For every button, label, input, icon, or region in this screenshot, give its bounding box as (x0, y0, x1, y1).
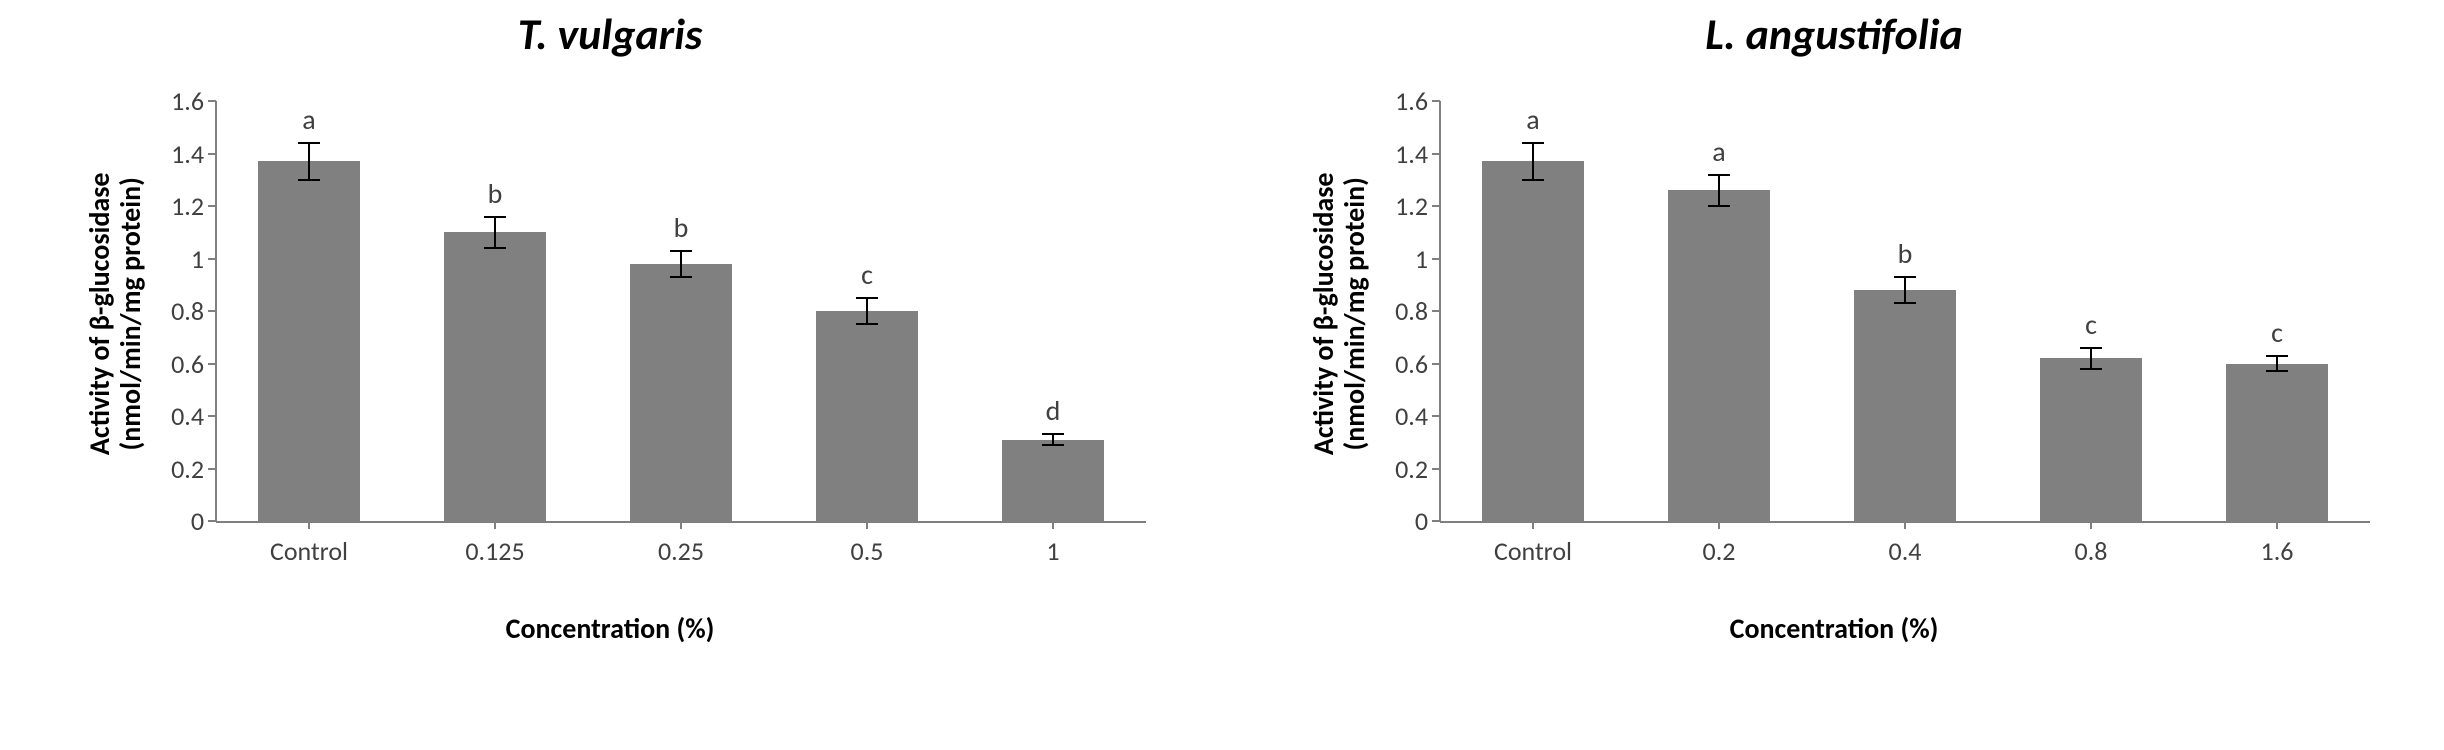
x-tick-label: 1.6 (2261, 521, 2294, 567)
bar (2226, 364, 2328, 522)
y-tick-label: 0.8 (171, 295, 216, 327)
y-tick-label: 0.2 (171, 453, 216, 485)
bar (630, 264, 732, 521)
y-tick-label: 0.6 (171, 348, 216, 380)
error-bar-cap (298, 142, 320, 144)
y-tick-label: 0.2 (1395, 453, 1440, 485)
y-tick-label: 0.6 (1395, 348, 1440, 380)
x-tick-label: 0.4 (1889, 521, 1922, 567)
error-bar-stem (1532, 143, 1534, 180)
error-bar-cap (1708, 174, 1730, 176)
y-tick-label: 0 (191, 505, 216, 537)
bar-annotation: c (2085, 307, 2097, 342)
bar (444, 232, 546, 521)
error-bar-cap (670, 276, 692, 278)
y-axis-label-line2: (nmol/min/mg protein) (1340, 104, 1371, 524)
bar-annotation: c (861, 257, 873, 292)
error-bar-cap (1894, 302, 1916, 304)
y-tick-label: 0.4 (171, 400, 216, 432)
bar-annotation: b (674, 210, 689, 245)
chart-area: Activity of β-glucosidase (nmol/min/mg p… (40, 10, 1180, 730)
bar (1668, 190, 1770, 521)
x-tick-label: 0.5 (851, 521, 884, 567)
y-tick-label: 1.4 (1395, 138, 1440, 170)
y-tick-label: 1.4 (171, 138, 216, 170)
bar (816, 311, 918, 521)
y-axis-label: Activity of β-glucosidase (nmol/min/mg p… (85, 104, 147, 524)
chart-panel-l-angustifolia: L. angustifolia Activity of β-glucosidas… (1264, 10, 2404, 730)
x-tick-label: Control (270, 521, 348, 567)
bar-annotation: b (1898, 236, 1913, 271)
bar-annotation: a (1526, 102, 1539, 137)
error-bar-cap (1522, 179, 1544, 181)
x-tick-label: 0.8 (2075, 521, 2108, 567)
plot-area: 00.20.40.60.811.21.41.6aControla0.2b0.4c… (1440, 101, 2370, 523)
error-bar-stem (2276, 356, 2278, 372)
y-tick-label: 1.6 (1395, 85, 1440, 117)
x-tick-label: 0.125 (465, 521, 524, 567)
chart-panel-t-vulgaris: T. vulgaris Activity of β-glucosidase (n… (40, 10, 1180, 730)
y-tick-label: 1.2 (1395, 190, 1440, 222)
error-bar-stem (680, 251, 682, 277)
error-bar-cap (484, 216, 506, 218)
error-bar-cap (2080, 347, 2102, 349)
bar-annotation: a (1712, 134, 1725, 169)
x-tick-label: 1 (1046, 521, 1059, 567)
error-bar-cap (2266, 370, 2288, 372)
bar (1482, 161, 1584, 521)
y-axis-label-line1: Activity of β-glucosidase (85, 104, 116, 524)
error-bar-cap (856, 297, 878, 299)
error-bar-cap (670, 250, 692, 252)
y-axis-label: Activity of β-glucosidase (nmol/min/mg p… (1309, 104, 1371, 524)
y-axis-label-line2: (nmol/min/mg protein) (116, 104, 147, 524)
bar (258, 161, 360, 521)
error-bar-cap (2080, 368, 2102, 370)
error-bar-stem (1718, 175, 1720, 207)
error-bar-cap (298, 179, 320, 181)
y-tick-label: 0.4 (1395, 400, 1440, 432)
y-tick-label: 1 (191, 243, 216, 275)
x-tick-label: 0.25 (658, 521, 704, 567)
bar-annotation: a (302, 102, 315, 137)
error-bar-cap (1042, 433, 1064, 435)
error-bar-cap (1894, 276, 1916, 278)
bar-annotation: b (488, 176, 503, 211)
x-tick-label: Control (1494, 521, 1572, 567)
plot-area: 00.20.40.60.811.21.41.6aControlb0.125b0.… (216, 101, 1146, 523)
y-tick-label: 1 (1415, 243, 1440, 275)
bar-annotation: d (1046, 393, 1061, 428)
bar (2040, 358, 2142, 521)
error-bar-cap (484, 247, 506, 249)
figure-root: T. vulgaris Activity of β-glucosidase (n… (0, 0, 2444, 750)
y-tick-label: 0 (1415, 505, 1440, 537)
error-bar-cap (1522, 142, 1544, 144)
error-bar-cap (856, 323, 878, 325)
y-tick-label: 1.2 (171, 190, 216, 222)
y-tick-label: 0.8 (1395, 295, 1440, 327)
error-bar-cap (2266, 355, 2288, 357)
x-tick-label: 0.2 (1703, 521, 1736, 567)
error-bar-cap (1042, 444, 1064, 446)
y-tick-label: 1.6 (171, 85, 216, 117)
error-bar-cap (1708, 205, 1730, 207)
x-axis-label: Concentration (%) (41, 611, 1179, 646)
bar (1854, 290, 1956, 521)
error-bar-stem (2090, 348, 2092, 369)
x-axis-label: Concentration (%) (1265, 611, 2403, 646)
chart-area: Activity of β-glucosidase (nmol/min/mg p… (1264, 10, 2404, 730)
bar-annotation: c (2271, 315, 2283, 350)
error-bar-stem (494, 217, 496, 249)
error-bar-stem (308, 143, 310, 180)
y-axis-label-line1: Activity of β-glucosidase (1309, 104, 1340, 524)
bar (1002, 440, 1104, 521)
error-bar-stem (1904, 277, 1906, 303)
error-bar-stem (866, 298, 868, 324)
